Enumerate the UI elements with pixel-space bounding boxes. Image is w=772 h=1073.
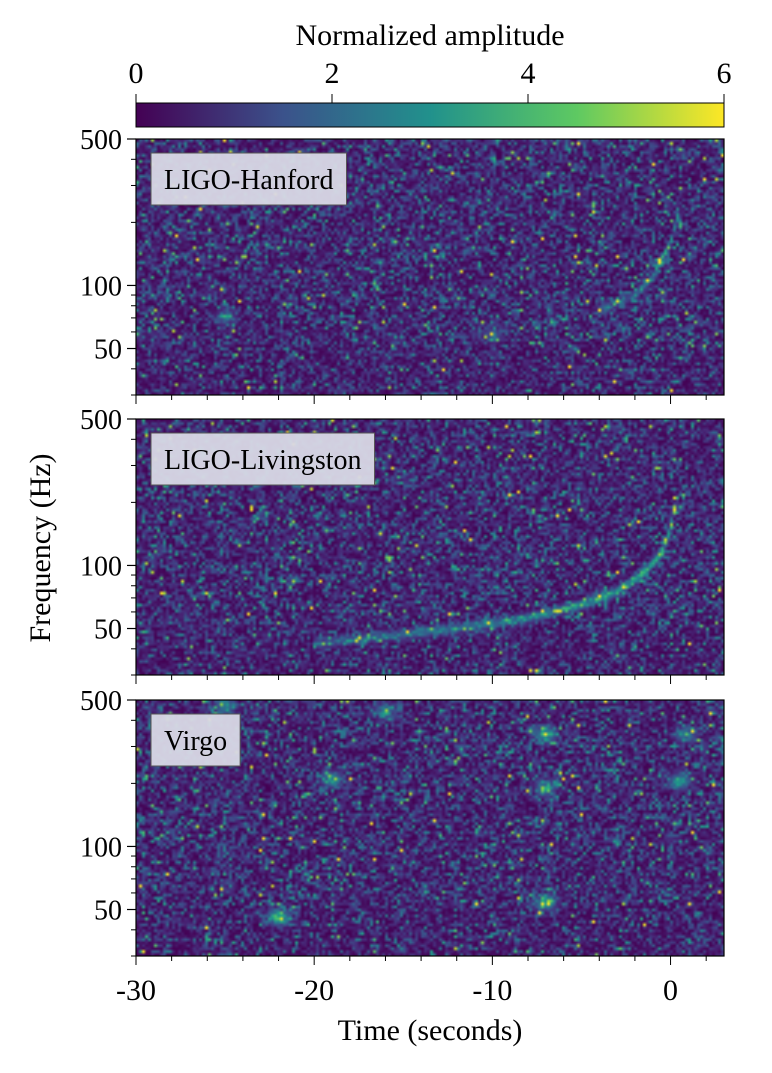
detector-label-text: LIGO-Hanford [164, 165, 334, 196]
y-tick-label: 50 [94, 896, 122, 927]
colorbar-tick-label: 0 [129, 57, 144, 90]
colorbar-tick-label: 6 [717, 57, 732, 90]
y-tick-label: 50 [94, 615, 122, 646]
x-axis-label: Time (seconds) [338, 1014, 523, 1047]
colorbar-ticks: 0 2 4 6 [129, 57, 732, 103]
panel-ligo-livingston: LIGO-Livingston 50 100 500 [80, 405, 725, 684]
colorbar-tick-label: 2 [325, 57, 340, 90]
panel-frame [135, 699, 725, 957]
y-tick-label: 50 [94, 335, 122, 366]
x-tick-label: 0 [663, 974, 678, 1007]
detector-label: Virgo [150, 713, 241, 767]
colorbar-tick-label: 4 [521, 57, 536, 90]
panel-virgo: Virgo 50 100 500 [80, 686, 725, 965]
y-tick-label: 100 [80, 271, 122, 302]
spectrogram-panels: LIGO-Hanford 50 100 500 LIGO-Livingston 50 100… [80, 125, 725, 965]
panel-frame [135, 418, 725, 676]
detector-label: LIGO-Hanford [150, 152, 347, 206]
y-tick-label: 500 [80, 686, 122, 717]
y-tick-label: 500 [80, 405, 122, 436]
x-axis-ticks: -30 -20 -10 0 [116, 974, 678, 1007]
x-tick-label: -30 [116, 974, 156, 1007]
x-tick-label: -20 [294, 974, 334, 1007]
colorbar-label: Normalized amplitude [295, 19, 564, 52]
x-tick-label: -10 [472, 974, 512, 1007]
detector-label-text: LIGO-Livingston [164, 445, 362, 476]
panel-ligo-hanford: LIGO-Hanford 50 100 500 [80, 125, 725, 404]
y-tick-label: 100 [80, 551, 122, 582]
colorbar [135, 102, 725, 128]
panel-frame [135, 138, 725, 396]
y-tick-label: 500 [80, 125, 122, 156]
detector-label-text: Virgo [164, 726, 227, 757]
y-tick-label: 100 [80, 832, 122, 863]
detector-label: LIGO-Livingston [150, 432, 376, 486]
y-axis-label: Frequency (Hz) [24, 453, 57, 642]
